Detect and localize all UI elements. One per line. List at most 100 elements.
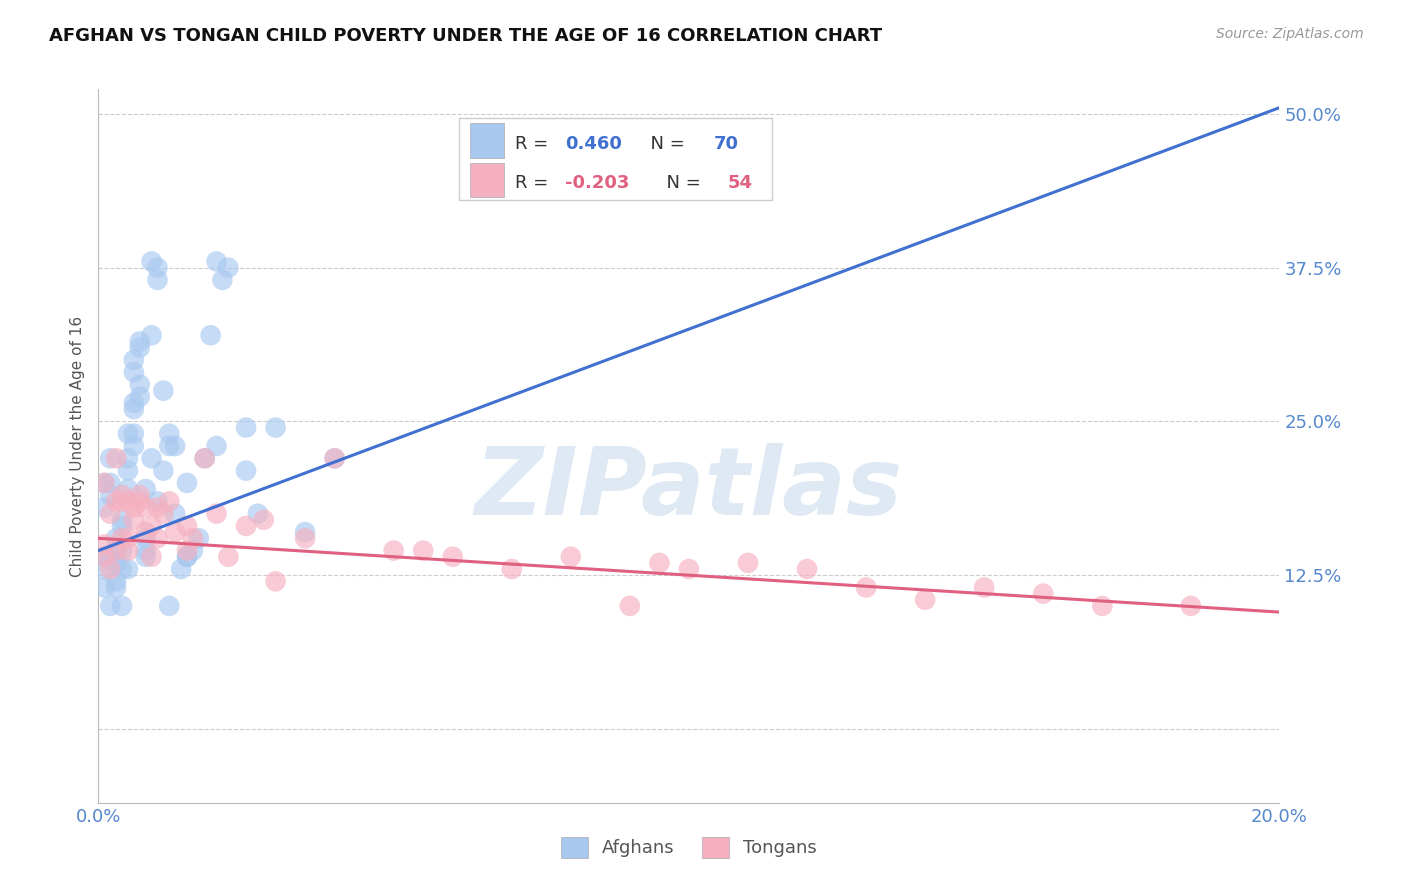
Point (105, 556, 128, 570)
Point (135, 482, 157, 496)
Point (117, 451, 139, 466)
Point (122, 365, 145, 379)
Point (98, 549, 121, 564)
Text: 0.460: 0.460 (565, 135, 621, 153)
Point (135, 543, 157, 558)
Point (141, 549, 163, 564)
Point (128, 334, 150, 349)
Point (294, 525, 316, 540)
Point (135, 531, 157, 545)
Point (157, 494, 180, 508)
Point (211, 273, 233, 287)
Point (105, 451, 128, 466)
Point (170, 562, 193, 576)
Point (122, 396, 145, 410)
Point (205, 507, 228, 521)
Point (135, 500, 157, 515)
Point (122, 426, 145, 441)
Point (152, 384, 174, 398)
Point (619, 599, 641, 613)
Point (441, 549, 464, 564)
Point (128, 341, 150, 355)
Point (157, 426, 180, 441)
Point (235, 420, 257, 434)
Point (253, 513, 276, 527)
Point (93, 549, 115, 564)
Text: N =: N = (640, 135, 690, 153)
Point (98, 562, 121, 576)
Point (141, 451, 163, 466)
Point (217, 549, 239, 564)
Point (111, 599, 134, 613)
Point (176, 475, 198, 490)
Bar (471, 123, 503, 158)
Text: R =: R = (516, 135, 554, 153)
Point (157, 599, 180, 613)
Point (105, 531, 128, 545)
Point (235, 464, 257, 478)
Point (111, 513, 134, 527)
Point (105, 543, 128, 558)
Text: 70: 70 (714, 135, 738, 153)
Text: 54: 54 (728, 175, 754, 193)
Point (93, 475, 115, 490)
Point (165, 507, 187, 521)
Point (111, 494, 134, 508)
Text: ZIPatlas: ZIPatlas (475, 442, 903, 535)
Point (194, 451, 217, 466)
Point (181, 531, 204, 545)
Point (111, 531, 134, 545)
Point (146, 531, 169, 545)
Point (217, 260, 239, 275)
Point (93, 581, 115, 595)
Point (146, 273, 169, 287)
Point (165, 525, 187, 540)
Point (122, 500, 145, 515)
Point (117, 482, 139, 496)
Point (93, 500, 115, 515)
Legend: Afghans, Tongans: Afghans, Tongans (554, 830, 824, 865)
FancyBboxPatch shape (458, 118, 772, 200)
Point (205, 439, 228, 453)
Text: Source: ZipAtlas.com: Source: ZipAtlas.com (1216, 27, 1364, 41)
Point (122, 513, 145, 527)
Point (157, 439, 180, 453)
Point (412, 543, 434, 558)
Point (117, 531, 139, 545)
Point (93, 562, 115, 576)
Point (111, 488, 134, 502)
Point (294, 531, 316, 545)
Point (135, 525, 157, 540)
Point (111, 519, 134, 533)
Point (382, 543, 405, 558)
Point (141, 254, 163, 268)
Point (176, 519, 198, 533)
Point (117, 426, 139, 441)
Point (105, 574, 128, 589)
Point (117, 494, 139, 508)
Point (98, 507, 121, 521)
Point (235, 519, 257, 533)
Point (117, 562, 139, 576)
Point (855, 581, 877, 595)
Point (205, 254, 228, 268)
Point (176, 549, 198, 564)
Point (152, 464, 174, 478)
Point (914, 592, 936, 607)
Point (122, 439, 145, 453)
Point (93, 475, 115, 490)
Point (105, 581, 128, 595)
Point (146, 494, 169, 508)
Point (117, 464, 139, 478)
Text: AFGHAN VS TONGAN CHILD POVERTY UNDER THE AGE OF 16 CORRELATION CHART: AFGHAN VS TONGAN CHILD POVERTY UNDER THE… (49, 27, 883, 45)
Point (128, 390, 150, 404)
Point (98, 599, 121, 613)
Point (187, 531, 209, 545)
Point (323, 451, 346, 466)
Point (678, 562, 700, 576)
Point (128, 494, 150, 508)
Text: R =: R = (516, 175, 554, 193)
Point (146, 500, 169, 515)
Point (973, 581, 995, 595)
Point (141, 519, 163, 533)
